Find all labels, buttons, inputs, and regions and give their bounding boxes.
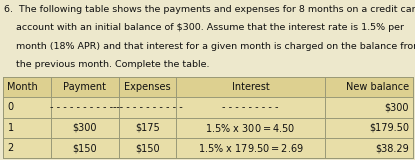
Text: 1.5% x $300 = $4.50: 1.5% x $300 = $4.50 — [205, 122, 296, 134]
Text: - - - - - - - - - - -: - - - - - - - - - - - — [113, 102, 183, 112]
Text: 6.  The following table shows the payments and expenses for 8 months on a credit: 6. The following table shows the payment… — [4, 5, 415, 14]
Text: 1.5% x $179.50 = $2.69: 1.5% x $179.50 = $2.69 — [198, 142, 303, 154]
Text: 0: 0 — [7, 102, 14, 112]
Text: $179.50: $179.50 — [369, 123, 409, 133]
Text: $300: $300 — [385, 102, 409, 112]
Text: Month: Month — [7, 82, 38, 92]
Text: the previous month. Complete the table.: the previous month. Complete the table. — [4, 60, 210, 69]
Text: 2: 2 — [7, 143, 14, 153]
Text: $150: $150 — [72, 143, 97, 153]
Text: month (18% APR) and that interest for a given month is charged on the balance fr: month (18% APR) and that interest for a … — [4, 42, 415, 51]
Text: $150: $150 — [135, 143, 160, 153]
Text: - - - - - - - - - - -: - - - - - - - - - - - — [50, 102, 120, 112]
Text: $175: $175 — [135, 123, 160, 133]
Text: New balance: New balance — [346, 82, 409, 92]
Text: Payment: Payment — [63, 82, 106, 92]
Text: $300: $300 — [73, 123, 97, 133]
Text: 1: 1 — [7, 123, 14, 133]
Text: $38.29: $38.29 — [376, 143, 409, 153]
Text: Expenses: Expenses — [124, 82, 171, 92]
Bar — [3, 77, 413, 158]
Bar — [3, 77, 413, 97]
Text: account with an initial balance of $300. Assume that the interest rate is 1.5% p: account with an initial balance of $300.… — [4, 23, 404, 32]
Text: - - - - - - - - -: - - - - - - - - - — [222, 102, 279, 112]
Text: Interest: Interest — [232, 82, 269, 92]
